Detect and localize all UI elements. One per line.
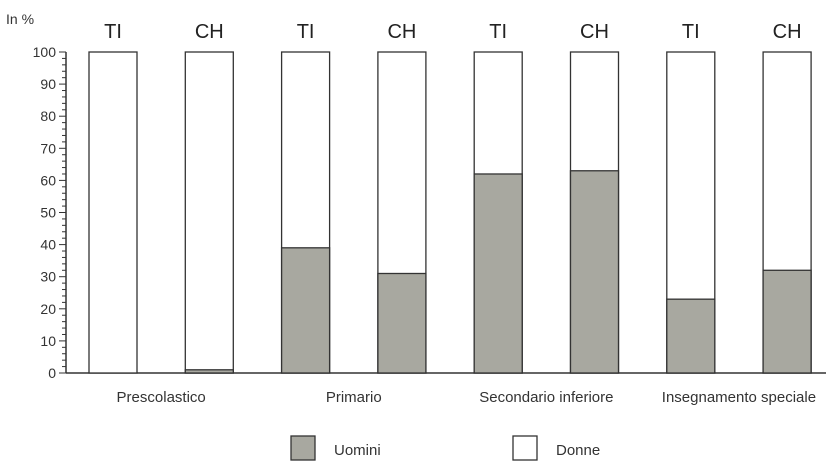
y-tick-label: 0 [48,365,56,381]
bar-segment-donne [88,51,138,374]
bar-column-label: TI [297,21,315,43]
bar-segment-uomini [569,170,620,374]
bar-column-label: CH [195,21,224,43]
bar-column-label: CH [773,21,802,43]
group-labels: Prescolastico Primario Secondario inferior… [117,389,817,406]
group-label: Prescolastico [117,389,206,406]
y-tick-label: 30 [40,269,56,285]
bar-column-label: CH [580,21,609,43]
legend-swatch [512,435,538,461]
bar-column-label: TI [489,21,507,43]
y-tick-label: 70 [40,140,56,156]
bar-segment-uomini [377,272,427,374]
bar-segment-uomini [666,298,716,374]
y-tick-label: 20 [40,301,56,317]
legend-label: Uomini [334,442,381,459]
y-tick-label: 50 [40,205,56,221]
bars-layer [88,51,812,374]
bar-segment-uomini [762,269,812,374]
bar-column-label: TI [104,21,122,43]
bar-labels: TI CH TI CH TI CH TI CH [104,21,801,43]
y-axis-label: In % [6,11,34,27]
group-label: Insegnamento speciale [662,389,816,406]
legend: Uomini Donne [290,435,600,461]
y-tick-label: 100 [33,44,57,60]
y-tick-label: 80 [40,108,56,124]
y-tick-label: 40 [40,237,56,253]
y-tick-label: 90 [40,76,56,92]
bar-column-label: CH [387,21,416,43]
legend-swatch [290,435,316,461]
bar-segment-uomini [280,247,331,374]
legend-label: Donne [556,442,600,459]
group-label: Primario [326,389,382,406]
bar-segment-donne [184,51,234,374]
bar-column-label: TI [682,21,700,43]
bar-segment-uomini [473,173,523,374]
y-tick-label: 60 [40,172,56,188]
group-label: Secondario inferiore [479,389,613,406]
bar-segment-uomini [184,369,234,374]
y-tick-label: 10 [40,333,56,349]
